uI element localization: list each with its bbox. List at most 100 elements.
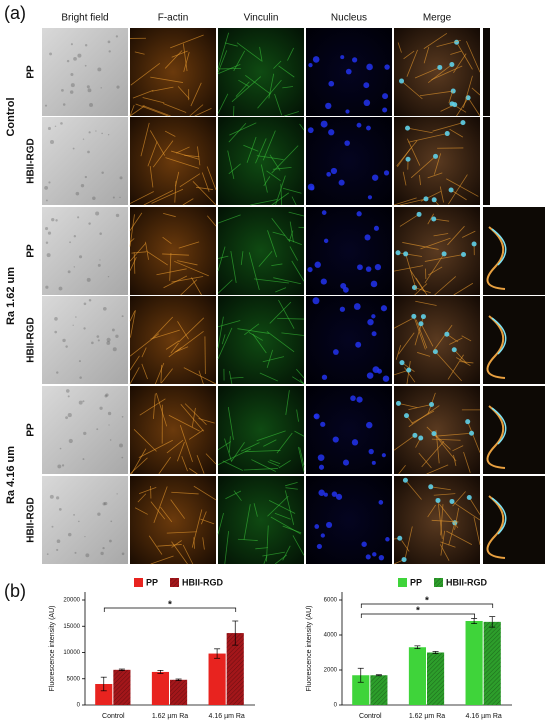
fiber [289,230,294,242]
texture [102,502,106,506]
fiber [398,332,415,355]
legend-label: PP [410,577,422,587]
orthogonal-view [483,28,490,116]
texture [47,126,52,131]
fiber [289,246,299,261]
fiber [299,447,305,467]
nucleus [321,374,328,380]
texture [62,103,66,106]
fiber [196,186,213,190]
fiber [446,178,479,197]
y-axis-label: Fluorescence intensity (AU) [306,606,313,692]
fiber [417,352,431,357]
fiber [435,351,462,382]
fiber [299,123,305,131]
fiber [240,442,260,452]
fiber [148,535,163,555]
micrograph [42,386,128,474]
fiber [228,163,241,175]
fiber [408,404,432,411]
row-label: PP [26,423,37,437]
texture [45,227,49,231]
fiber [182,198,194,206]
texture [67,532,72,537]
error-bar [214,648,221,659]
fiber [138,487,157,494]
fiber [224,42,238,47]
nucleus [350,395,356,402]
bar-hatch [483,621,501,705]
micrograph [393,386,481,475]
nucleus [378,554,385,561]
y-tick-label: 2000 [324,668,338,674]
x-tick-label: 4.16 µm Ra [466,713,502,720]
texture [87,150,90,154]
nucleus [314,261,321,268]
fiber [436,39,461,48]
fiber [143,189,174,206]
fiber [420,323,434,347]
fiber [130,310,136,338]
nucleus [364,234,371,241]
nucleus [344,140,350,146]
nucleus [367,195,373,200]
fiber [421,440,445,468]
texture [91,341,94,345]
texture [119,196,121,199]
fiber [178,241,200,249]
error-bar [100,676,107,692]
texture [72,324,74,326]
fiber [404,526,413,558]
texture [121,552,125,556]
error-bar [489,616,496,628]
fiber [440,504,444,536]
fiber [285,390,290,415]
texture [119,176,123,180]
fiber [259,46,263,62]
texture [92,196,96,200]
fiber [287,238,302,245]
legend-swatch [398,578,407,587]
nucleus [431,197,437,203]
micrograph [217,296,305,385]
fiber [182,544,194,565]
nucleus [418,435,424,441]
nucleus [366,372,374,379]
fiber [138,439,173,458]
texture [108,424,110,426]
fiber [278,460,291,469]
texture [84,64,87,67]
texture [68,438,73,444]
fiber [269,459,281,465]
texture [83,302,87,306]
orthogonal-view [483,207,545,295]
texture [100,87,102,89]
nucleus [431,431,437,437]
fiber [440,541,456,548]
fiber [401,362,415,372]
fiber [205,453,217,465]
nucleus [380,305,388,312]
texture [89,102,94,107]
fiber [393,369,409,376]
error-bar [432,651,439,654]
bar-hatch [170,679,188,705]
texture [54,125,57,128]
nucleus [307,183,315,191]
texture [95,211,100,216]
nucleus [356,211,362,217]
fiber [252,333,267,354]
fiber [231,76,262,103]
bar [408,647,426,705]
fiber [263,439,277,447]
error-bar [414,645,421,650]
fiber [266,331,295,353]
fiber [129,457,148,475]
error-bar [175,678,182,681]
texture [75,191,80,196]
nucleus [428,484,434,490]
fiber [275,175,286,206]
micrograph [129,386,217,475]
group-label: Ra 4.16 um [5,446,17,504]
